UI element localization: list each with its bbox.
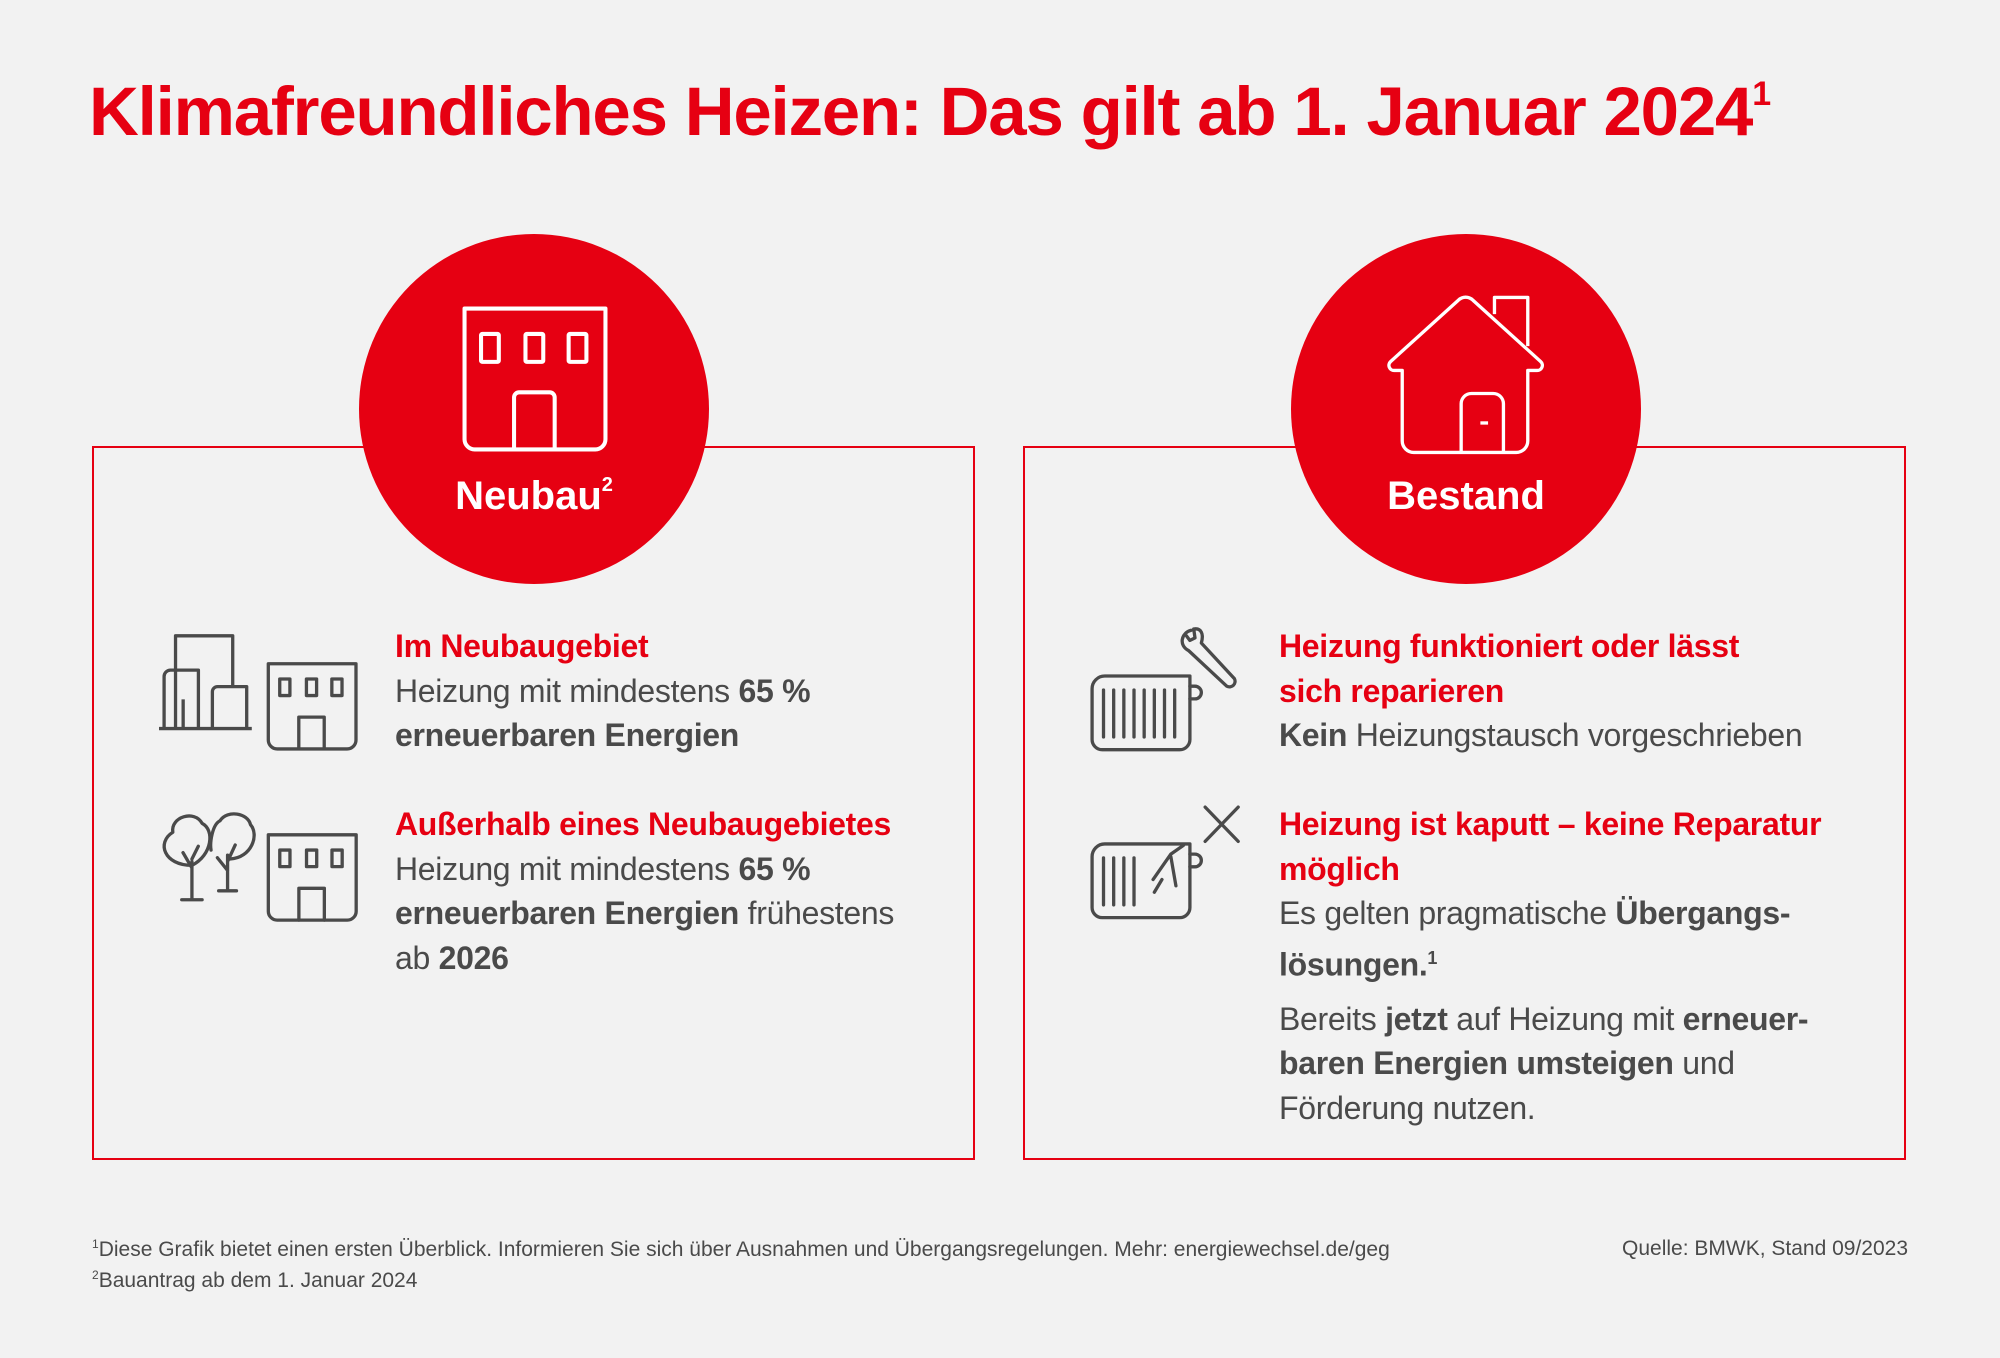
- bestand-badge: Bestand: [1291, 234, 1641, 584]
- item-line: Förderung nutzen.: [1279, 1089, 1536, 1126]
- trees-building-icon: [162, 812, 358, 922]
- item-line: Bereits jetzt auf Heizung mit erneuer-: [1279, 1000, 1809, 1037]
- source-note: Quelle: BMWK, Stand 09/2023: [1622, 1237, 1908, 1260]
- item-line: baren Energien umsteigen und: [1279, 1045, 1735, 1082]
- office-building-icon: [462, 306, 608, 452]
- page-title: Klimafreundliches Heizen: Das gilt ab 1.…: [89, 72, 1771, 151]
- bestand-label: Bestand: [1387, 474, 1545, 518]
- item-line: Heizung mit mindestens 65 %: [395, 672, 811, 709]
- item-line: ab 2026: [395, 939, 509, 976]
- bestand-item-1: Heizung funktioniert oder lässt sich rep…: [1279, 624, 1803, 758]
- item-line: Kein Heizungstausch vorgeschrieben: [1279, 717, 1803, 753]
- item-heading: Im Neubaugebiet: [395, 628, 649, 664]
- radiator-wrench-icon: [1090, 627, 1237, 752]
- item-heading: Heizung funktioniert oder lässt: [1279, 628, 1740, 664]
- title-footnote-ref: 1: [1752, 75, 1771, 113]
- footnote-1: 1Diese Grafik bietet einen ersten Überbl…: [92, 1237, 1390, 1261]
- item-heading: Außerhalb eines Neubaugebietes: [395, 806, 892, 842]
- item-line: lösungen.1: [1279, 946, 1438, 983]
- city-buildings-icon: [159, 634, 358, 751]
- item-line: Heizung mit mindestens 65 %: [395, 850, 811, 887]
- item-line: Es gelten pragmatische Übergangs-: [1279, 895, 1791, 931]
- item-line: erneuerbaren Energien: [395, 717, 740, 753]
- radiator-broken-icon: [1090, 805, 1240, 920]
- title-text: Klimafreundliches Heizen: Das gilt ab 1.…: [89, 73, 1753, 150]
- item-line: erneuerbaren Energien frühestens: [395, 895, 895, 931]
- item-heading: möglich: [1279, 850, 1400, 887]
- neubau-item-1: Im Neubaugebiet Heizung mit mindestens 6…: [395, 624, 811, 758]
- item-heading: sich reparieren: [1279, 672, 1504, 709]
- neubau-badge: Neubau2: [359, 234, 709, 584]
- neubau-label: Neubau2: [455, 473, 613, 518]
- house-icon: [1387, 295, 1544, 455]
- footnote-2: 2Bauantrag ab dem 1. Januar 2024: [92, 1268, 418, 1292]
- bestand-item-2: Heizung ist kaputt – keine Reparatur mög…: [1279, 802, 1822, 1130]
- neubau-item-2: Außerhalb eines Neubaugebietes Heizung m…: [395, 802, 894, 980]
- item-heading: Heizung ist kaputt – keine Reparatur: [1279, 806, 1822, 842]
